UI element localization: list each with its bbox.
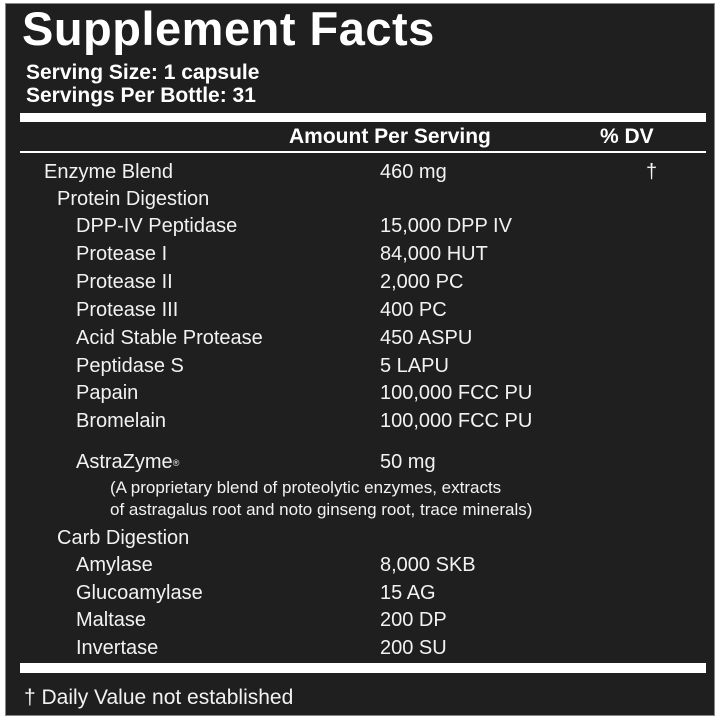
ingredient-name: Protease I xyxy=(76,243,167,265)
ingredient-amount: 200 SU xyxy=(380,637,447,659)
ingredient-name: Maltase xyxy=(76,609,146,631)
ingredient-amount: 400 PC xyxy=(380,299,447,321)
ingredient-name-text: Glucoamylase xyxy=(76,582,203,604)
ingredient-amount: 450 ASPU xyxy=(380,327,473,349)
label-title: Supplement Facts xyxy=(22,2,435,55)
ingredient-amount: 100,000 FCC PU xyxy=(380,382,533,404)
ingredient-name: DPP-IV Peptidase xyxy=(76,215,237,237)
ingredient-name: Papain xyxy=(76,382,138,404)
astrazyme-note-line-2: of astragalus root and noto ginseng root… xyxy=(110,500,533,519)
servings-per-bottle: Servings Per Bottle: 31 xyxy=(26,84,256,107)
ingredient-name-text: Protease I xyxy=(76,243,168,265)
thin-divider xyxy=(20,151,706,153)
ingredient-name-text: Protein Digestion xyxy=(57,188,210,210)
ingredient-name: Invertase xyxy=(76,637,158,659)
footnote: † Daily Value not established xyxy=(24,686,294,709)
ingredient-amount: 100,000 FCC PU xyxy=(380,410,533,432)
ingredient-name-text: Bromelain xyxy=(76,410,167,432)
ingredient-amount: 5 LAPU xyxy=(380,355,449,377)
ingredient-name-text: Acid Stable Protease xyxy=(76,327,263,349)
serving-size: Serving Size: 1 capsule xyxy=(26,61,260,84)
ingredient-amount: 200 DP xyxy=(380,609,447,631)
ingredient-name-text: Invertase xyxy=(76,637,159,659)
ingredient-name-text: Protease II xyxy=(76,271,173,293)
ingredient-name: Protease III xyxy=(76,299,178,321)
ingredient-name-text: Amylase xyxy=(76,554,153,576)
ingredient-name-text: Peptidase S xyxy=(76,355,184,377)
ingredient-name-text: Enzyme Blend xyxy=(44,161,173,183)
ingredient-amount: 8,000 SKB xyxy=(380,554,476,576)
ingredient-name-text: Maltase xyxy=(76,609,147,631)
ingredient-name: Carb Digestion xyxy=(57,527,189,549)
thick-divider-top xyxy=(20,113,706,122)
registered-mark: ® xyxy=(172,458,180,468)
ingredient-name-text: DPP-IV Peptidase xyxy=(76,215,238,237)
ingredient-name: Peptidase S xyxy=(76,355,184,377)
ingredient-name-text: Carb Digestion xyxy=(57,527,190,549)
ingredient-dv: † xyxy=(646,161,658,183)
ingredient-name-text: AstraZyme xyxy=(76,451,173,473)
ingredient-name: AstraZyme® xyxy=(76,451,179,473)
ingredient-name: Glucoamylase xyxy=(76,582,203,604)
ingredient-amount: 84,000 HUT xyxy=(380,243,488,265)
ingredient-name-text: Protease III xyxy=(76,299,179,321)
ingredient-name-text: Papain xyxy=(76,382,139,404)
ingredient-name: Bromelain xyxy=(76,410,166,432)
ingredient-name: Enzyme Blend xyxy=(44,161,173,183)
ingredient-name: Amylase xyxy=(76,554,153,576)
ingredient-amount: 15 AG xyxy=(380,582,436,604)
dv-header: % DV xyxy=(600,125,654,148)
thick-divider-bottom xyxy=(20,663,706,673)
ingredient-amount: 50 mg xyxy=(380,451,436,473)
ingredient-name: Acid Stable Protease xyxy=(76,327,263,349)
ingredient-name: Protease II xyxy=(76,271,173,293)
ingredient-amount: 460 mg xyxy=(380,161,447,183)
astrazyme-note-line-1: (A proprietary blend of proteolytic enzy… xyxy=(110,478,502,497)
amount-header: Amount Per Serving xyxy=(289,125,491,148)
ingredient-amount: 15,000 DPP IV xyxy=(380,215,512,237)
ingredient-amount: 2,000 PC xyxy=(380,271,464,293)
ingredient-name: Protein Digestion xyxy=(57,188,209,210)
